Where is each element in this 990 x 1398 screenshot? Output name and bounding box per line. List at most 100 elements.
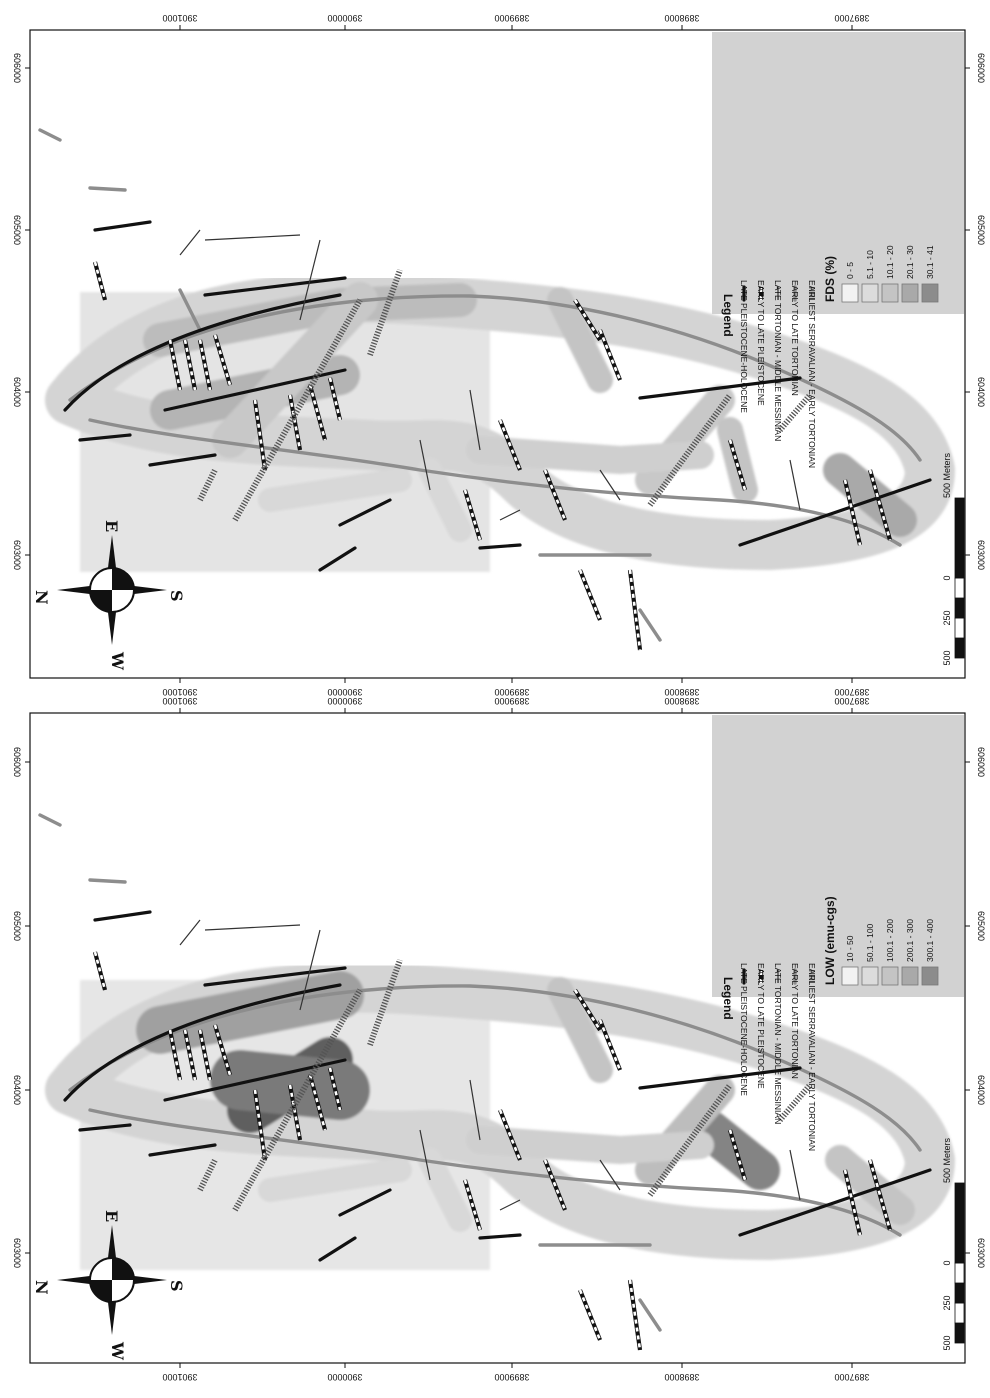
holocene-fault — [338, 1188, 392, 1217]
pleistocene-fault — [168, 334, 232, 391]
holocene-fault — [148, 453, 217, 467]
scale-bar-label: 500 Meters — [942, 452, 952, 498]
scale-bar-segment — [954, 637, 965, 659]
holocene-fault — [338, 498, 392, 527]
holocene-fault — [638, 1066, 802, 1090]
scale-bar-label: 500 — [942, 1335, 952, 1350]
tortonian-fault — [38, 813, 62, 827]
compass-south: S — [167, 590, 186, 602]
density-zone — [418, 1148, 472, 1232]
northing-tick-label: 3898000 — [664, 13, 699, 23]
easting-tick-label: 605000 — [976, 911, 986, 941]
legend-fault-label: EARLY TO LATE TORTONIAN — [790, 280, 800, 396]
easting-tick-label: 606000 — [976, 747, 986, 777]
compass-north: N — [32, 1280, 51, 1295]
scale-bar-label: 500 Meters — [942, 1137, 952, 1183]
easting-tick-label: 603000 — [12, 540, 22, 570]
tortonian-fault — [88, 878, 127, 884]
pleistocene-faults — [92, 261, 893, 651]
scale-bar-label: 250 — [942, 610, 952, 625]
serravalian-fault — [647, 393, 733, 507]
scale-bar-segment — [954, 617, 965, 639]
legend-class-swatch — [901, 966, 919, 986]
fds-overlays: 603000 603000 604000 604000 605000 605000 6060… — [12, 13, 986, 697]
northing-tick-label: 3897000 — [834, 1372, 869, 1382]
density-zone — [547, 287, 613, 393]
scale-bar-label: 250 — [942, 1295, 952, 1310]
northing-tick-label: 3897000 — [834, 687, 869, 697]
northing-tick-label: 3901000 — [162, 1372, 197, 1382]
legend-class-label: 10.1 - 20 — [885, 245, 895, 279]
holocene-fault — [203, 966, 347, 987]
scale-bar-label: 0 — [942, 575, 952, 580]
northing-tick-label: 3897000 — [834, 696, 869, 706]
pleistocene-fault — [93, 951, 892, 1351]
pleistocene-fault — [93, 261, 892, 651]
legend-class-swatch — [901, 283, 919, 303]
density-zone — [258, 1158, 412, 1202]
serravalian-fault — [647, 1083, 733, 1197]
legend-fault-label: LATE TORTONIAN - MIDDLE MESSINIAN — [773, 963, 783, 1124]
tortonian-fault — [88, 1108, 902, 1237]
easting-tick-label: 603000 — [12, 1238, 22, 1268]
holocene-fault — [148, 1143, 217, 1157]
holocene-fault — [738, 1168, 932, 1237]
northing-tick-label: 3901000 — [162, 687, 197, 697]
density-zone — [418, 458, 472, 542]
scale-bar-segment — [954, 1182, 965, 1264]
tortonian-fault — [88, 418, 902, 547]
legend-fault-label: LATE TORTONIAN - MIDDLE MESSINIAN — [773, 280, 783, 441]
low-overlays: 603000 603000 604000 604000 605000 605000 6060… — [12, 696, 986, 1382]
northing-tick-label: 3899000 — [494, 1372, 529, 1382]
legend-fault-label: EARLIEST SERRAVALIAN - EARLY TORTONIAN — [807, 280, 817, 468]
low-map-frame — [29, 712, 966, 1364]
compass-rose: N E S W — [32, 1210, 186, 1361]
density-zone — [547, 977, 613, 1083]
pleistocene-fault — [168, 1024, 232, 1081]
fds-fault-lines — [38, 128, 932, 651]
legend-class-swatch — [841, 283, 859, 303]
compass-east: E — [102, 1210, 121, 1222]
tortonian-fault — [178, 288, 202, 332]
compass-rose: N E S W — [32, 520, 186, 671]
density-zone — [45, 962, 955, 1260]
pleistocene-faults — [92, 951, 893, 1351]
pleistocene-fault — [253, 377, 342, 471]
density-zone — [258, 468, 412, 512]
easting-tick-label: 605000 — [12, 911, 22, 941]
fds-legend: Legend LATE PLEISTOCENE-HOLOCENE EARLY TO … — [712, 32, 964, 468]
easting-tick-label: 604000 — [976, 1075, 986, 1105]
fds-map-panel: N E S W — [29, 29, 966, 679]
serravalian-fault — [367, 959, 403, 1046]
northing-tick-label: 3900000 — [327, 696, 362, 706]
serravalian-fault — [777, 1083, 813, 1122]
holocene-fault — [738, 478, 932, 547]
holocene-fault — [478, 1233, 522, 1240]
fds-scale-bar: 500 250 0 500 Meters — [942, 452, 965, 666]
legend-title: Legend — [721, 294, 735, 337]
easting-tick-label: 604000 — [12, 377, 22, 407]
low-map-panel: N E S W — [29, 712, 966, 1364]
tortonian-fault — [38, 128, 62, 142]
legend-background — [712, 32, 964, 314]
legend-class-label: 0 - 5 — [845, 262, 855, 279]
legend-class-label: 300.1 - 400 — [925, 919, 935, 962]
low-fault-lines — [38, 813, 932, 1351]
legend-class-title: LOW (emu-cgs) — [823, 896, 837, 985]
density-zone — [466, 1126, 714, 1164]
northing-tick-label: 3898000 — [664, 1372, 699, 1382]
legend-class-swatch — [881, 283, 899, 303]
scale-bar-segment — [954, 497, 965, 579]
messinian-fault — [179, 229, 801, 521]
easting-tick-label: 606000 — [976, 53, 986, 83]
legend-class-label: 5.1 - 10 — [865, 250, 875, 279]
tortonian-fault — [68, 294, 922, 462]
tortonian-fault — [638, 1298, 662, 1332]
legend-class-swatch — [861, 966, 879, 986]
legend-background — [712, 715, 964, 997]
legend-class-swatch — [881, 966, 899, 986]
holocene-fault — [203, 276, 347, 297]
holocene-fault — [638, 376, 802, 400]
legend-class-label: 200.1 - 300 — [905, 919, 915, 962]
